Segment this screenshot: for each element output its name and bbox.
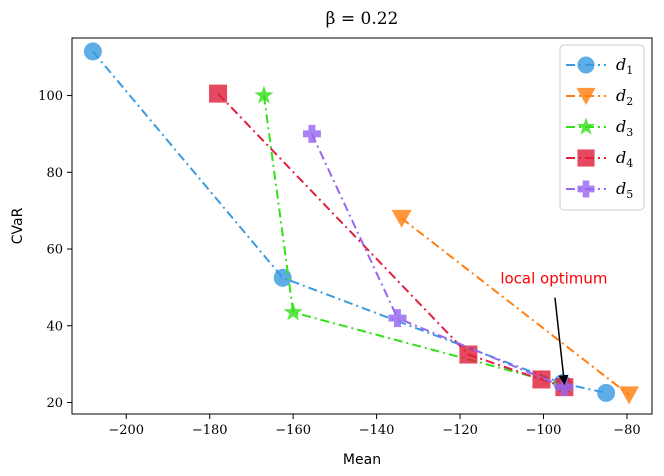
y-tick-label: 80 [46,166,63,181]
data-point-d4 [532,370,551,389]
data-point-d3 [283,302,303,321]
series-d4 [209,84,574,397]
legend-box [559,44,645,211]
legend-marker [577,180,595,198]
data-point-d5 [388,309,407,328]
legend-entry-d4: d4 [566,148,633,170]
y-tick-label: 60 [46,243,63,258]
chart-title: β = 0.22 [326,9,399,29]
x-tick-label: −200 [108,423,144,438]
x-tick-label: −120 [442,423,478,438]
data-point-d2 [391,209,412,228]
annotation-arrow [554,297,569,386]
data-point-d1 [83,42,102,61]
series-d5 [302,124,574,397]
legend-marker [576,117,596,135]
y-axis-label: CVaR [10,207,26,244]
x-tick-label: −180 [192,423,228,438]
x-axis-label: Mean [343,452,381,468]
x-tick-label: −100 [526,423,562,438]
series-d3 [254,85,574,394]
x-tick-label: −80 [613,423,640,438]
data-point-d1 [597,383,616,402]
data-point-d5 [302,124,321,143]
data-point-d4 [459,345,478,364]
legend-marker [577,149,595,167]
data-point-d5 [555,378,574,397]
annotation-text: local optimum [500,270,607,288]
y-tick-label: 100 [38,89,63,104]
series-line-d4 [217,92,565,389]
data-point-d4 [209,84,228,103]
series-d1 [83,42,616,402]
series-line-d2 [401,217,630,396]
data-point-d3 [254,85,274,104]
series-line-d5 [311,133,565,389]
data-point-d2 [619,386,640,405]
series-line-d1 [92,50,607,394]
plot-frame [71,37,653,415]
x-tick-label: −140 [359,423,395,438]
series-d2 [391,209,640,405]
legend-marker [576,87,596,106]
legend-marker [577,56,595,74]
y-tick-label: 40 [46,319,63,334]
y-tick-label: 20 [46,396,63,411]
x-tick-label: −160 [275,423,311,438]
